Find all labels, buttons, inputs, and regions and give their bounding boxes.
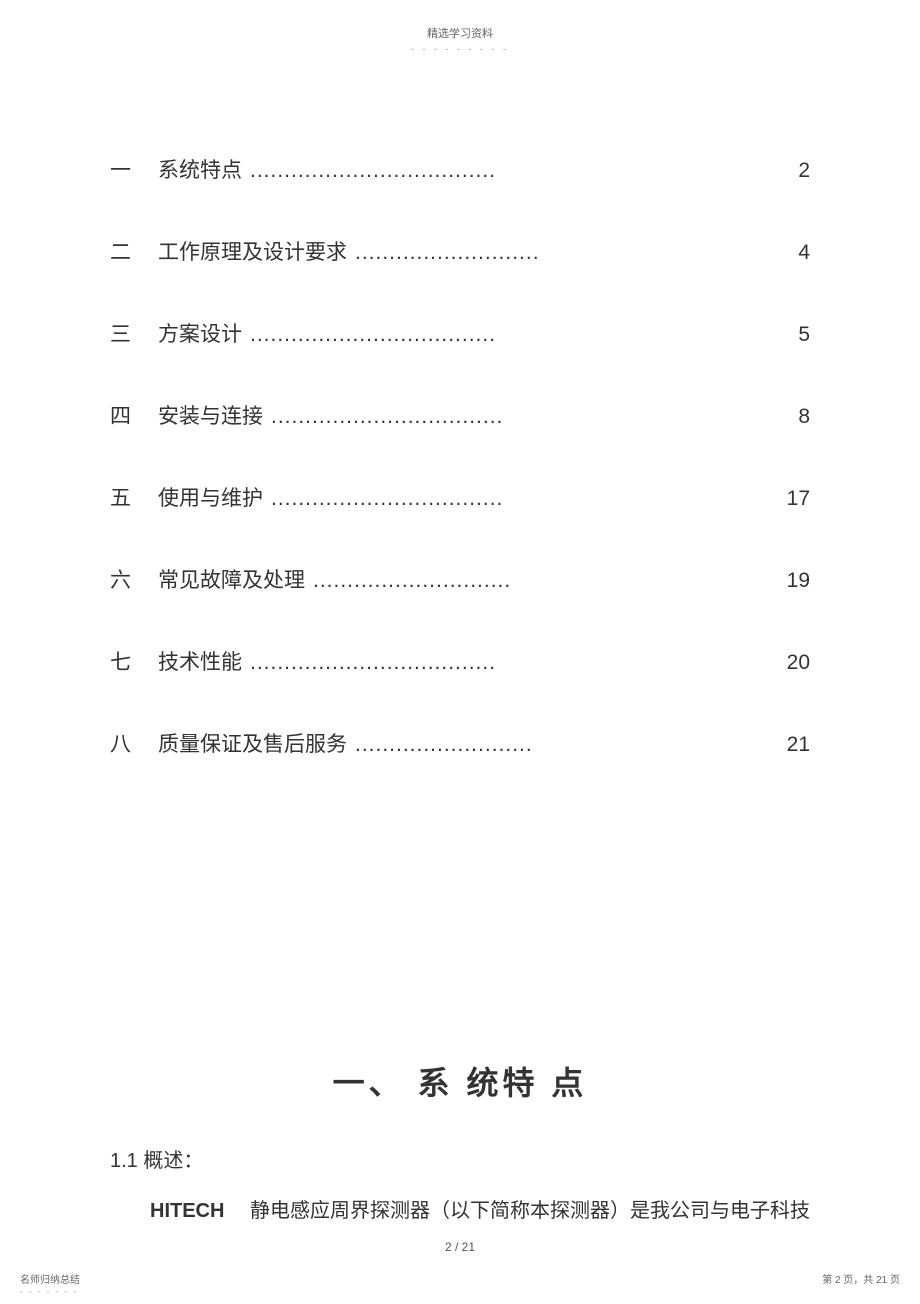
header-dots: - - - - - - - - - xyxy=(0,44,920,54)
body-bold: HITECH xyxy=(150,1200,224,1222)
header-title: 精选学习资料 xyxy=(0,25,920,41)
subsection-title: 1.1 概述： xyxy=(110,1144,810,1173)
toc-title: 质量保证及售后服务 xyxy=(158,728,347,758)
toc-item: 八 质量保证及售后服务 .......................... 2… xyxy=(110,728,810,758)
subsection: 1.1 概述： HITECH 静电感应周界探测器（以下简称本探测器）是我公司与电… xyxy=(0,1144,920,1229)
toc-dots: ........................... xyxy=(355,241,540,265)
toc-number: 六 xyxy=(110,564,158,594)
section-heading: 一、 系 统特 点 xyxy=(0,1058,920,1104)
toc-page: 5 xyxy=(778,323,810,347)
toc-title: 常见故障及处理 xyxy=(158,564,305,594)
body-text: 静电感应周界探测器（以下简称本探测器）是我公司与电子科技 xyxy=(224,1200,810,1222)
toc-title: 技术性能 xyxy=(158,646,242,676)
toc-number: 一 xyxy=(110,154,158,184)
toc-title: 使用与维护 xyxy=(158,482,263,512)
toc-dots: .................................. xyxy=(271,487,503,511)
toc-page: 19 xyxy=(767,569,810,593)
toc-title: 系统特点 xyxy=(158,154,242,184)
toc-title: 工作原理及设计要求 xyxy=(158,236,347,266)
toc-page: 21 xyxy=(767,733,810,757)
toc-number: 二 xyxy=(110,236,158,266)
toc-number: 五 xyxy=(110,482,158,512)
toc-page: 17 xyxy=(767,487,810,511)
footer-left-dots: - - - - - - - xyxy=(20,1287,78,1296)
toc-item: 五 使用与维护 ................................… xyxy=(110,482,810,512)
toc-title: 安装与连接 xyxy=(158,400,263,430)
toc-page: 2 xyxy=(778,159,810,183)
toc-item: 四 安装与连接 ................................… xyxy=(110,400,810,430)
toc-page: 20 xyxy=(767,651,810,675)
toc-item: 六 常见故障及处理 ............................. … xyxy=(110,564,810,594)
toc-item: 二 工作原理及设计要求 ........................... … xyxy=(110,236,810,266)
toc-item: 一 系统特点 .................................… xyxy=(110,154,810,184)
toc-number: 八 xyxy=(110,728,158,758)
table-of-contents: 一 系统特点 .................................… xyxy=(0,154,920,758)
toc-number: 七 xyxy=(110,646,158,676)
toc-page: 4 xyxy=(778,241,810,265)
toc-dots: .................................. xyxy=(271,405,503,429)
toc-dots: .................................... xyxy=(250,159,496,183)
toc-number: 三 xyxy=(110,318,158,348)
toc-number: 四 xyxy=(110,400,158,430)
toc-dots: .................................... xyxy=(250,651,496,675)
toc-item: 七 技术性能 .................................… xyxy=(110,646,810,676)
toc-title: 方案设计 xyxy=(158,318,242,348)
body-paragraph: HITECH 静电感应周界探测器（以下简称本探测器）是我公司与电子科技 xyxy=(110,1193,810,1229)
toc-dots: .......................... xyxy=(355,733,533,757)
page-indicator: 2 / 21 xyxy=(0,1240,920,1254)
toc-dots: .................................... xyxy=(250,323,496,347)
footer-left: 名师归纳总结 xyxy=(20,1271,80,1286)
toc-page: 8 xyxy=(778,405,810,429)
toc-dots: ............................. xyxy=(313,569,511,593)
footer-right: 第 2 页，共 21 页 xyxy=(822,1271,900,1286)
toc-item: 三 方案设计 .................................… xyxy=(110,318,810,348)
